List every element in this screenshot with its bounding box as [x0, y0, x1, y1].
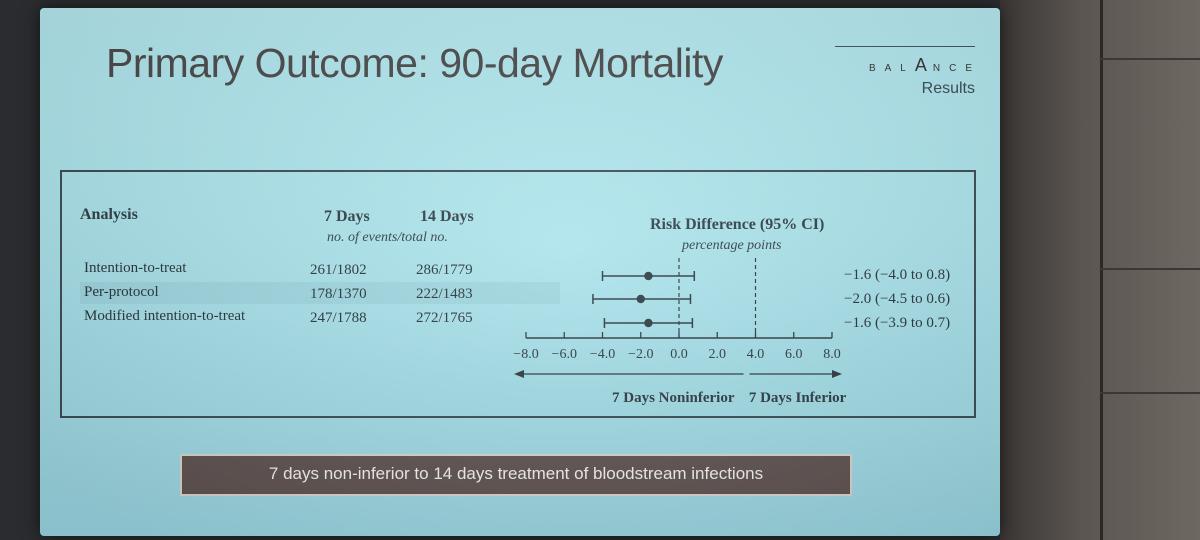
- label-inferior: 7 Days Inferior: [749, 390, 847, 406]
- table-row-shaded: [80, 282, 560, 304]
- x-tick-label-2: −4.0: [590, 347, 615, 362]
- forest-plot: −8.0 −6.0 −4.0 −2.0 0.0 2.0 4.0 6.0 8.0 7 Days No…: [513, 258, 847, 406]
- wall-tile-line: [1100, 58, 1200, 60]
- x-tick-label-7: 6.0: [785, 347, 803, 362]
- x-tick-label-8: 8.0: [823, 347, 841, 362]
- noninferior-arrow-head: [514, 370, 524, 378]
- wall-seam: [1100, 0, 1103, 540]
- row-1-ci-text: −1.6 (−4.0 to 0.8): [844, 267, 951, 283]
- x-tick-label-5: 2.0: [709, 347, 727, 362]
- row-1-7-days: 261/1802: [310, 262, 367, 278]
- header-percentage-points: percentage points: [682, 238, 782, 253]
- header-analysis: Analysis: [80, 206, 138, 223]
- label-noninferior: 7 Days Noninferior: [612, 390, 735, 406]
- row-1-analysis: Intention-to-treat: [84, 260, 187, 276]
- row-3-analysis: Modified intention-to-treat: [84, 308, 246, 324]
- brand-logo: BALANCE: [868, 55, 981, 75]
- projection-screen: Primary Outcome: 90-day Mortality BALANC…: [40, 8, 1000, 536]
- background-wall: [1000, 0, 1200, 540]
- row-3-14-days: 272/1765: [416, 310, 473, 326]
- point-estimate-3: [644, 318, 653, 328]
- row-1-14-days: 286/1779: [416, 262, 473, 278]
- header-7-days: 7 Days: [324, 208, 370, 225]
- wall-tile-line: [1100, 268, 1200, 270]
- row-2-14-days: 222/1483: [416, 286, 473, 302]
- slide-title: Primary Outcome: 90-day Mortality: [106, 40, 723, 86]
- forest-plot-figure: Analysis 7 Days 14 Days no. of events/to…: [60, 170, 976, 418]
- conclusion-banner: 7 days non-inferior to 14 days treatment…: [180, 454, 852, 496]
- x-tick-label-0: −8.0: [513, 347, 538, 362]
- point-estimate-1: [644, 271, 653, 281]
- brand-subtitle: Results: [921, 80, 975, 97]
- row-2-ci-text: −2.0 (−4.5 to 0.6): [844, 291, 951, 307]
- brand-block: BALANCE Results: [835, 46, 975, 98]
- header-risk-difference: Risk Difference (95% CI): [650, 216, 825, 233]
- inferior-arrow-head: [832, 370, 842, 378]
- row-2-analysis: Per-protocol: [84, 284, 159, 300]
- header-events-note: no. of events/total no.: [327, 230, 448, 245]
- x-tick-label-6: 4.0: [747, 347, 765, 362]
- point-estimate-2: [636, 294, 645, 304]
- row-2-7-days: 178/1370: [310, 286, 367, 302]
- brand-rule: [835, 46, 975, 47]
- x-tick-label-1: −6.0: [552, 347, 577, 362]
- header-14-days: 14 Days: [420, 208, 474, 225]
- wall-tile-line: [1100, 392, 1200, 394]
- x-tick-label-3: −2.0: [628, 347, 653, 362]
- row-3-7-days: 247/1788: [310, 310, 367, 326]
- x-tick-label-4: 0.0: [670, 347, 688, 362]
- row-3-ci-text: −1.6 (−3.9 to 0.7): [844, 315, 951, 331]
